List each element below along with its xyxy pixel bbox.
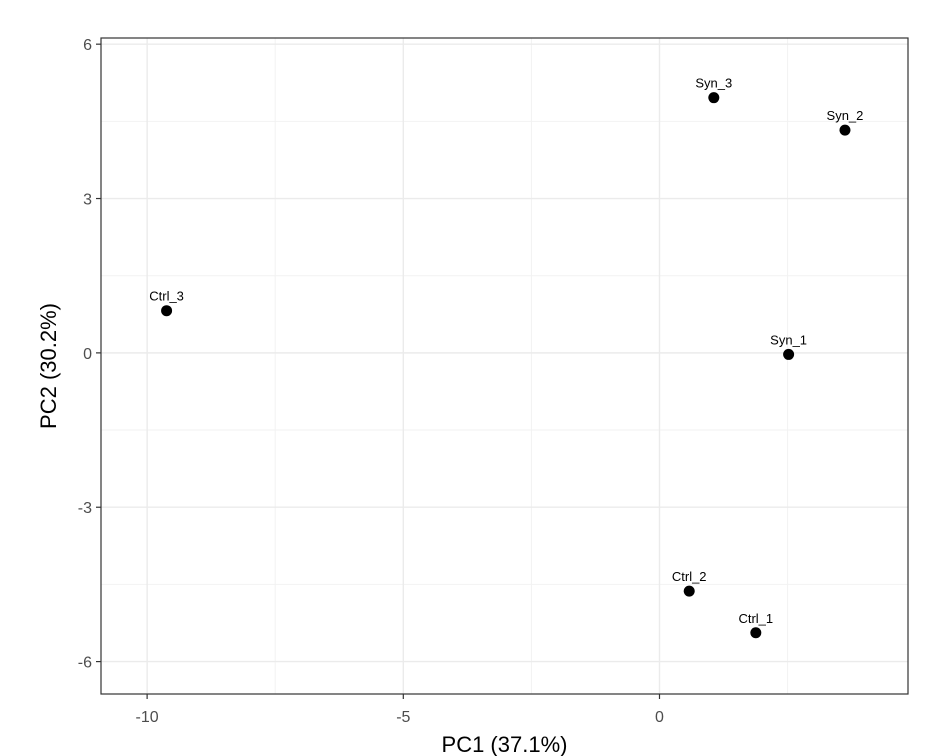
data-point-ctrl-1 (750, 627, 762, 639)
x-tick-label: 0 (655, 709, 664, 726)
point-label: Ctrl_3 (149, 289, 184, 304)
point-label: Ctrl_2 (672, 569, 707, 584)
y-tick-label: -6 (78, 655, 92, 672)
point-label: Syn_1 (770, 332, 807, 347)
panel-background (101, 38, 908, 694)
y-tick-label: 3 (83, 192, 92, 209)
data-point-syn-2 (839, 124, 851, 136)
axes: -10 -5 0 -6 -3 0 3 6 (78, 37, 664, 726)
y-tick-label: 6 (83, 37, 92, 54)
panel-border (100, 37, 909, 695)
x-axis-title: PC1 (37.1%) (442, 732, 568, 756)
point-label: Syn_3 (695, 76, 732, 91)
data-point-ctrl-3 (161, 305, 173, 317)
data-points: Ctrl_3 Syn_3 Syn_2 Syn_1 Ctrl_2 Ctrl_1 (149, 76, 863, 639)
data-point-syn-1 (783, 348, 795, 360)
data-point-syn-3 (708, 92, 720, 104)
y-tick-label: -3 (78, 500, 92, 517)
point-label: Ctrl_1 (738, 611, 773, 626)
x-tick-label: -5 (396, 709, 410, 726)
y-tick-label: 0 (83, 346, 92, 363)
data-point-ctrl-2 (683, 585, 695, 597)
point-label: Syn_2 (827, 108, 864, 123)
y-axis-title: PC2 (30.2%) (36, 303, 61, 429)
x-tick-label: -10 (136, 709, 159, 726)
grid-lines (101, 38, 908, 694)
